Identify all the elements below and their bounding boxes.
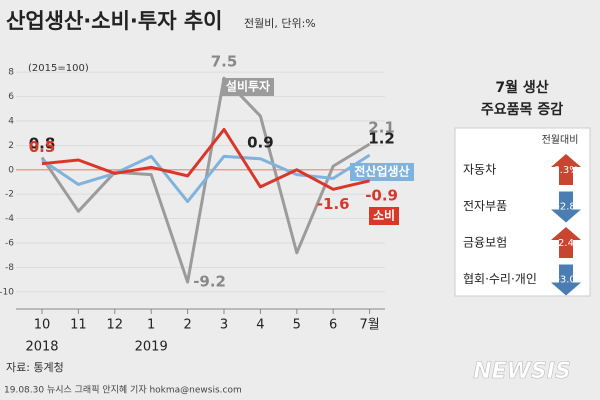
category-label: 전자부품 bbox=[463, 199, 507, 213]
line bbox=[41, 153, 371, 204]
arrow bbox=[551, 264, 581, 296]
category-label: 협회·수리·개인 bbox=[463, 272, 537, 286]
panel-title: 7월 생산 bbox=[495, 79, 548, 96]
arrow bbox=[551, 154, 581, 185]
panel-subtitle: 주요품목 증감 bbox=[481, 101, 563, 118]
value-label: 6.3% bbox=[553, 165, 578, 176]
category-label: 금융보험 bbox=[463, 236, 507, 250]
series-tag bbox=[369, 207, 399, 225]
legend-label: 전산업생산 bbox=[354, 164, 409, 179]
x-tick-label: 11 bbox=[70, 318, 87, 333]
series-tag bbox=[350, 163, 414, 181]
y-tick-label: 2 bbox=[8, 141, 14, 151]
category-label: 자동차 bbox=[463, 163, 496, 177]
chart-title: 산업생산·소비·투자 추이 bbox=[6, 9, 222, 33]
y-tick-label: -2 bbox=[5, 190, 14, 200]
value-label: 0.5 bbox=[29, 138, 56, 156]
value-label: -9.2 bbox=[193, 273, 226, 291]
chart-subtitle: 전월비, 단위:% bbox=[244, 17, 316, 30]
y-tick-label: 8 bbox=[8, 68, 14, 78]
source: 자료: 통계청 bbox=[6, 361, 64, 374]
credit: 19.08.30 뉴시스 그래픽 안지혜 기자 hokma@newsis.com bbox=[4, 384, 242, 396]
value-label: -3.0 bbox=[556, 275, 576, 286]
x-tick-label: 10 bbox=[34, 318, 51, 333]
value-label: -2.8 bbox=[556, 202, 576, 213]
x-tick-label: 6 bbox=[329, 318, 337, 333]
year-label: 2019 bbox=[135, 340, 168, 355]
chart-note: (2015=100) bbox=[28, 63, 89, 74]
y-tick-label: -4 bbox=[5, 214, 14, 224]
series-tag bbox=[222, 78, 274, 96]
x-tick-label: 12 bbox=[107, 318, 124, 333]
logo: NEWSIS bbox=[473, 359, 571, 384]
arrow bbox=[551, 227, 581, 258]
line bbox=[41, 127, 370, 191]
value-label: 0.9 bbox=[247, 133, 274, 151]
value-label: 1.2 bbox=[368, 130, 395, 148]
y-tick-label: 6 bbox=[8, 92, 14, 102]
arrow bbox=[551, 191, 581, 223]
value-label: -0.9 bbox=[365, 186, 398, 204]
panel-note: 전월대비 bbox=[542, 134, 579, 146]
value-label: -1.6 bbox=[317, 195, 350, 213]
y-tick-label: 4 bbox=[8, 116, 14, 126]
value-label: 2.1 bbox=[368, 119, 395, 137]
value-label: 2.4 bbox=[558, 238, 574, 249]
x-tick-label: 7월 bbox=[359, 318, 379, 333]
legend-label: 소비 bbox=[373, 208, 395, 223]
x-tick-label: 1 bbox=[147, 318, 155, 333]
y-tick-label: 0 bbox=[8, 165, 14, 175]
x-tick-label: 5 bbox=[293, 318, 301, 333]
y-tick-label: -6 bbox=[5, 239, 14, 249]
x-tick-label: 3 bbox=[220, 318, 228, 333]
legend-label: 설비투자 bbox=[226, 79, 270, 94]
x-tick-label: 4 bbox=[256, 318, 264, 333]
value-label: 7.5 bbox=[211, 53, 238, 71]
value-label: 0.8 bbox=[29, 135, 56, 153]
y-tick-label: -10 bbox=[0, 287, 14, 297]
year-label: 2018 bbox=[25, 340, 58, 355]
x-tick-label: 2 bbox=[183, 318, 191, 333]
y-tick-label: -8 bbox=[5, 263, 14, 273]
